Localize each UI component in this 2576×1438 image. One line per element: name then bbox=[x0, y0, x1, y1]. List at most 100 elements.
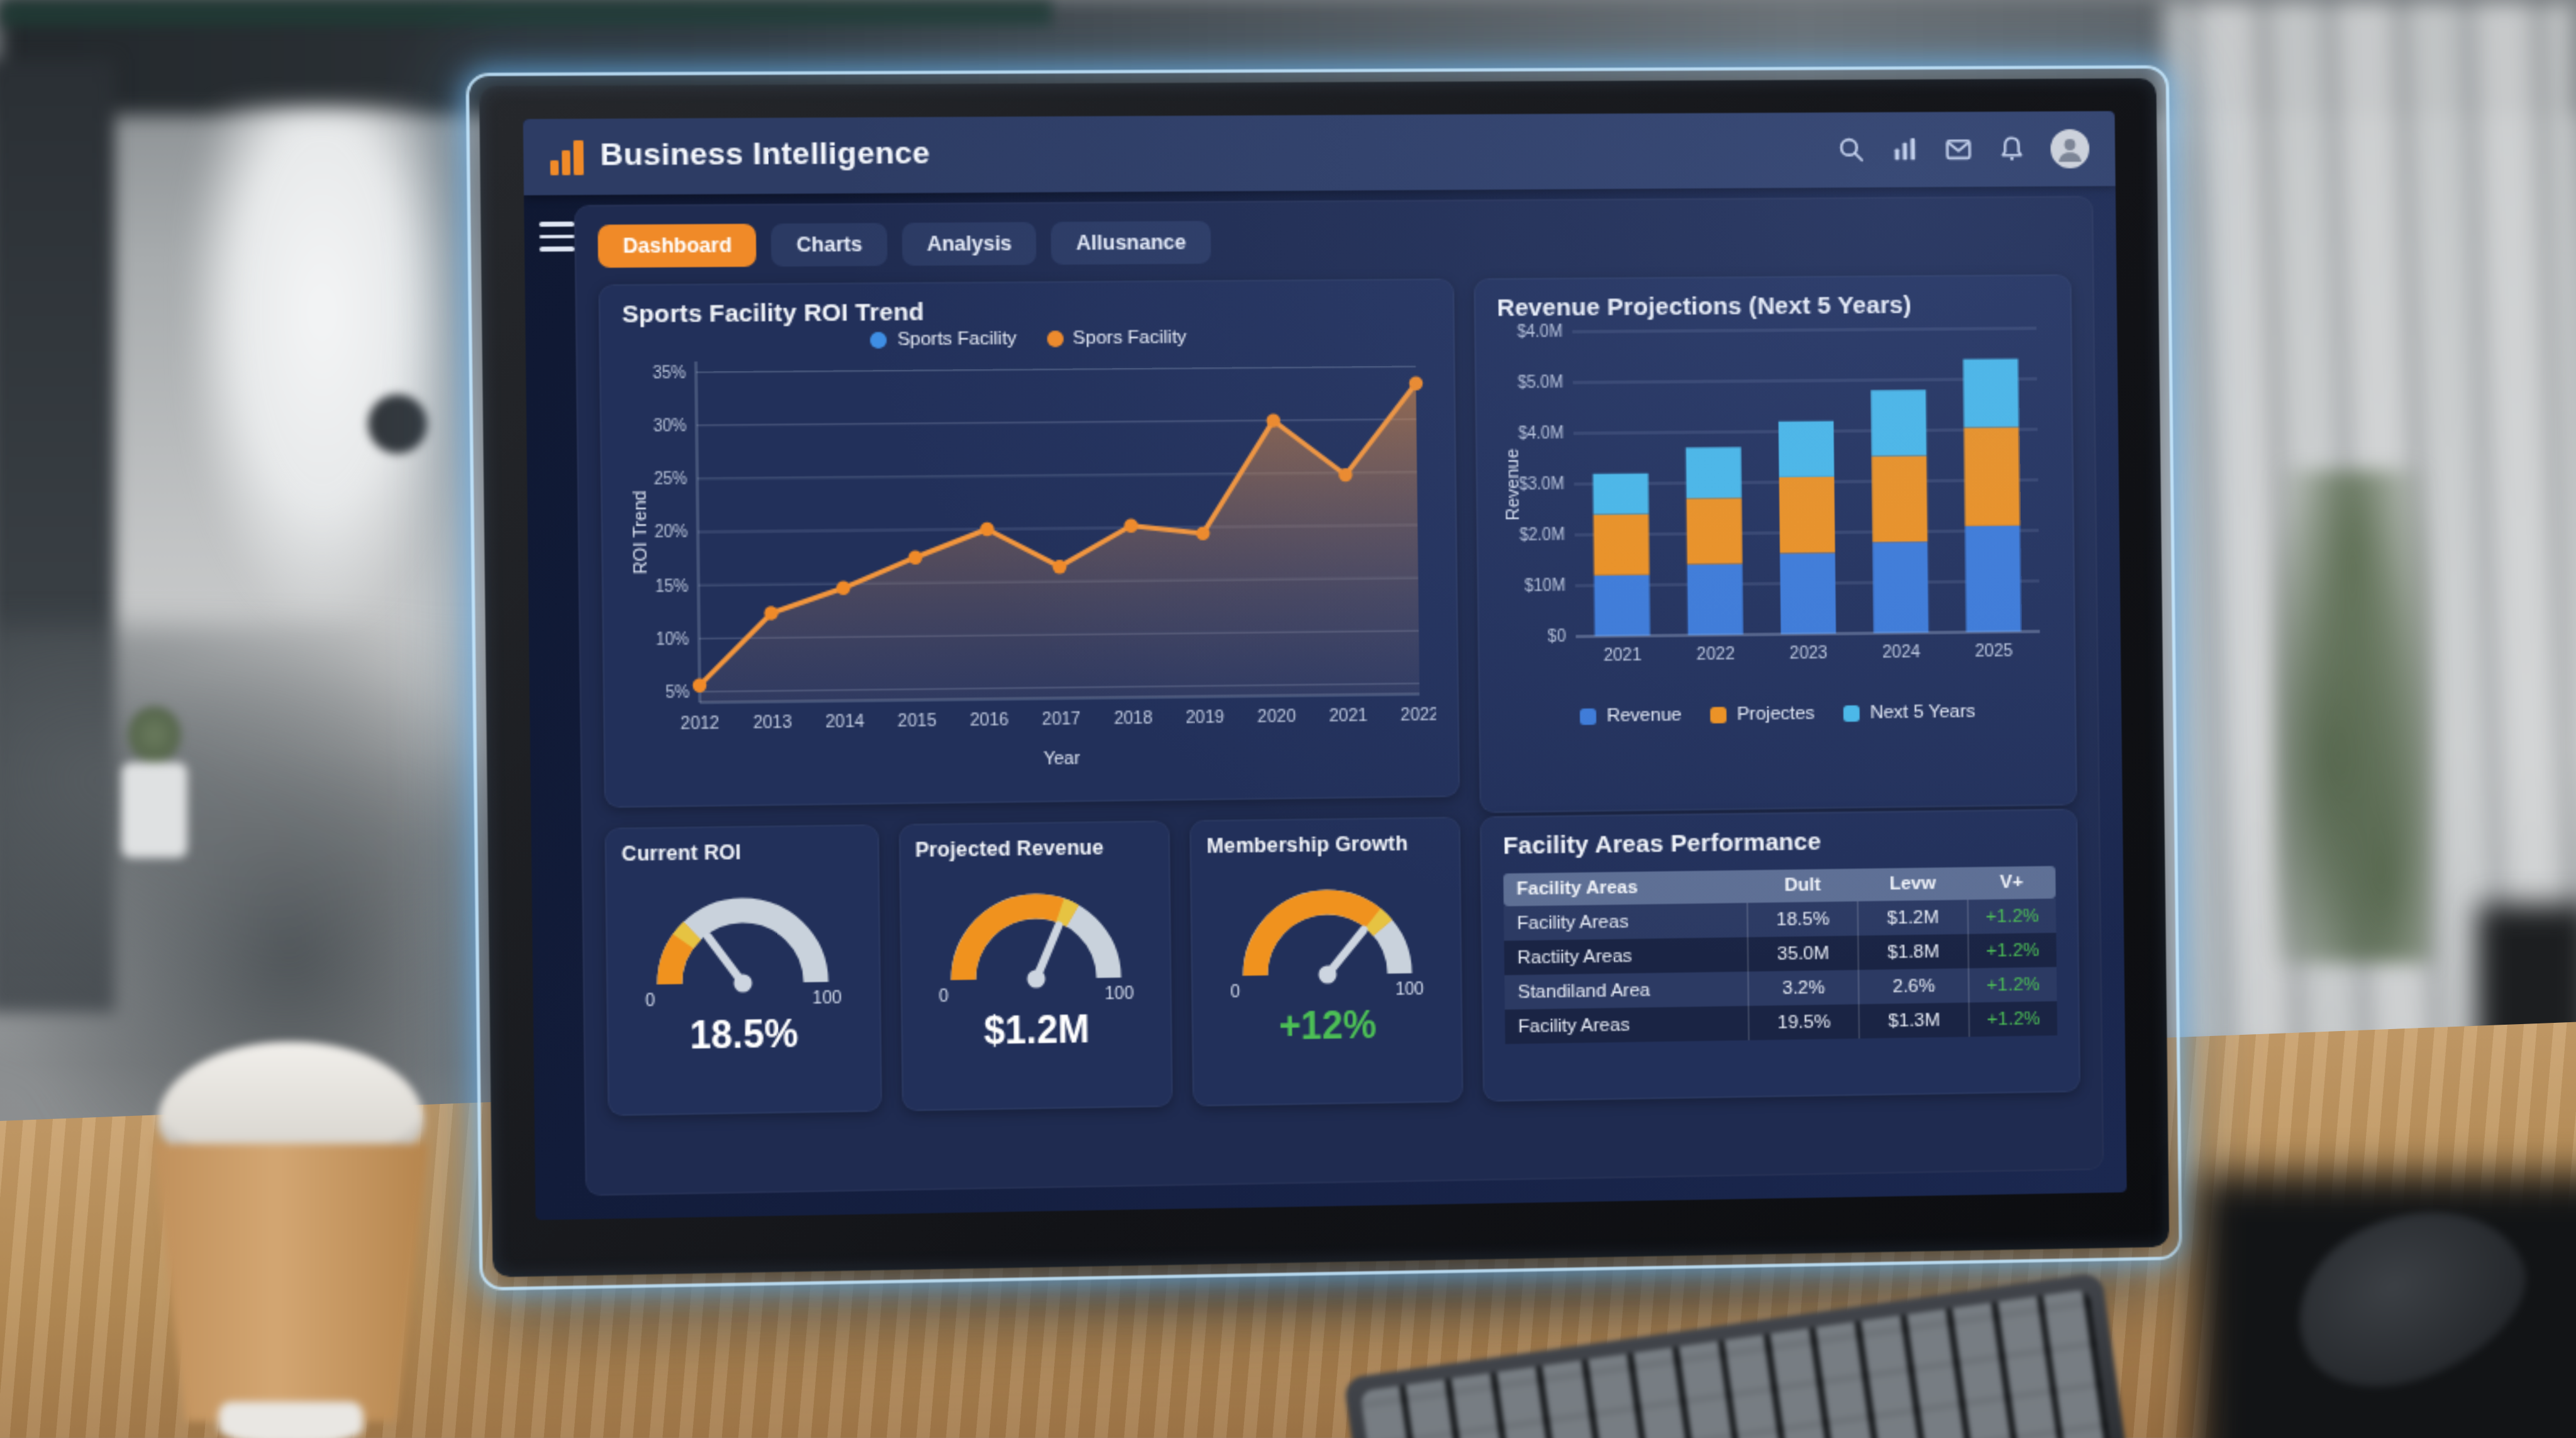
svg-text:20%: 20% bbox=[655, 523, 688, 542]
svg-text:2025: 2025 bbox=[1975, 640, 2012, 660]
cell-area-name: Facility Areas bbox=[1516, 911, 1629, 934]
avatar[interactable] bbox=[2050, 129, 2090, 169]
svg-text:2024: 2024 bbox=[1882, 642, 1920, 661]
svg-text:$2.0M: $2.0M bbox=[1519, 526, 1565, 545]
ceiling-strip bbox=[0, 0, 1052, 26]
gauge-scale-labels: 0 100 bbox=[1230, 979, 1424, 1002]
svg-text:2013: 2013 bbox=[753, 712, 792, 732]
legend-projectes[interactable]: Projectes bbox=[1711, 704, 1815, 725]
cell-area-name: Ractiity Areas bbox=[1517, 946, 1633, 968]
cell-value: +1.2% bbox=[1968, 898, 2057, 934]
svg-text:2019: 2019 bbox=[1185, 707, 1224, 727]
svg-text:30%: 30% bbox=[653, 416, 687, 436]
svg-text:2017: 2017 bbox=[1042, 709, 1081, 729]
gauge-title: Projected Revenue bbox=[914, 836, 1104, 862]
gauge-value: $1.2M bbox=[984, 1007, 1090, 1052]
svg-text:2015: 2015 bbox=[897, 710, 936, 730]
tab-charts[interactable]: Charts bbox=[771, 223, 887, 267]
cell-area-name: Standiland Area bbox=[1518, 980, 1651, 1002]
cell-value: +1.2% bbox=[1968, 932, 2057, 969]
header-actions bbox=[1837, 129, 2090, 169]
svg-text:2018: 2018 bbox=[1114, 708, 1153, 728]
cell-value: 19.5% bbox=[1748, 1004, 1860, 1040]
gauge-max: 100 bbox=[1104, 984, 1134, 1005]
office-plant bbox=[2273, 470, 2432, 963]
gauge-card-projected-revenue: Projected Revenue 0 100 $1.2M bbox=[898, 820, 1174, 1112]
column-header-levw: Levw bbox=[1857, 867, 1968, 901]
svg-text:2020: 2020 bbox=[1257, 706, 1296, 727]
gauge-min: 0 bbox=[1230, 982, 1240, 1003]
bar-chart-logo-icon bbox=[550, 139, 584, 175]
facility-performance-table: Facility Areas Dult Levw V+ Facility Areas 1… bbox=[1503, 866, 2058, 1044]
svg-text:2021: 2021 bbox=[1604, 645, 1642, 664]
svg-text:2012: 2012 bbox=[680, 713, 719, 733]
gauge-chart bbox=[919, 859, 1152, 994]
tab-dashboard[interactable]: Dashboard bbox=[597, 223, 757, 268]
analytics-icon[interactable] bbox=[1890, 135, 1920, 164]
svg-text:$3.0M: $3.0M bbox=[1519, 475, 1564, 494]
gauge-chart bbox=[626, 862, 860, 998]
gauge-title: Membership Growth bbox=[1206, 832, 1408, 858]
facility-performance-card: Facility Areas Performance Facility Area… bbox=[1479, 808, 2081, 1102]
revenue-legend: Revenue Projectes Next 5 Years bbox=[1501, 701, 2053, 728]
mail-icon[interactable] bbox=[1944, 135, 1974, 164]
legend-label: Spors Facility bbox=[1072, 328, 1187, 349]
legend-swatch bbox=[870, 332, 887, 349]
svg-text:$5.0M: $5.0M bbox=[1518, 374, 1563, 393]
legend-next-5-years[interactable]: Next 5 Years bbox=[1843, 702, 1975, 723]
gauge-value: +12% bbox=[1278, 1003, 1377, 1048]
column-header-v: V+ bbox=[1967, 866, 2056, 900]
svg-text:$10M: $10M bbox=[1524, 577, 1565, 596]
legend-swatch bbox=[1711, 706, 1728, 724]
svg-text:5%: 5% bbox=[665, 683, 690, 702]
legend-swatch bbox=[1580, 708, 1597, 725]
cell-value: 18.5% bbox=[1747, 901, 1858, 937]
kpi-gauges: Current ROI 0 100 18.5% Projected Revenue 0 10… bbox=[604, 817, 1463, 1117]
screen: Business Intelligence bbox=[523, 111, 2127, 1220]
coffee-cup bbox=[142, 1042, 440, 1438]
svg-text:25%: 25% bbox=[654, 469, 687, 489]
window-glare bbox=[191, 108, 453, 618]
roi-x-axis: 2012 2013 2014 2015 2016 2017 2018 2019 2020 2021… bbox=[680, 705, 1439, 769]
roi-markers bbox=[692, 376, 1423, 693]
column-header-facility-areas: Facility Areas bbox=[1503, 870, 1748, 906]
gauge-max: 100 bbox=[812, 988, 842, 1009]
revenue-y-axis: $0 $10M $2.0M $3.0M $4.0M $5.0M $4.0M Revenue bbox=[1502, 323, 2040, 646]
table-card-title: Facility Areas Performance bbox=[1502, 828, 1822, 861]
svg-text:2022: 2022 bbox=[1697, 644, 1735, 663]
gauge-max: 100 bbox=[1395, 979, 1424, 1000]
gauge-title: Current ROI bbox=[621, 840, 741, 866]
cell-value: +1.2% bbox=[1968, 1001, 2058, 1037]
legend-sports-facility[interactable]: Sports Facility bbox=[870, 330, 1017, 350]
legend-spors-facility[interactable]: Spors Facility bbox=[1046, 328, 1187, 349]
wall-clock bbox=[368, 394, 428, 454]
gauge-scale-labels: 0 100 bbox=[645, 988, 841, 1011]
search-icon[interactable] bbox=[1837, 135, 1867, 165]
gauge-min: 0 bbox=[645, 991, 655, 1012]
svg-text:2022: 2022 bbox=[1401, 705, 1437, 725]
svg-text:35%: 35% bbox=[653, 363, 686, 382]
svg-text:$4.0M: $4.0M bbox=[1518, 424, 1563, 443]
cell-value: 35.0M bbox=[1748, 935, 1859, 972]
legend-label: Revenue bbox=[1606, 705, 1682, 727]
monitor: Business Intelligence bbox=[465, 65, 2182, 1291]
gauge-card-membership-growth: Membership Growth 0 100 +12% bbox=[1190, 817, 1463, 1107]
svg-text:$4.0M: $4.0M bbox=[1517, 323, 1562, 342]
app-header: Business Intelligence bbox=[523, 111, 2116, 196]
tab-analysis[interactable]: Analysis bbox=[901, 221, 1037, 266]
legend-revenue[interactable]: Revenue bbox=[1580, 706, 1682, 727]
tab-allusnance[interactable]: Allusnance bbox=[1051, 221, 1211, 265]
svg-text:Revenue: Revenue bbox=[1502, 449, 1523, 521]
bell-icon[interactable] bbox=[1997, 135, 2027, 164]
cell-value: 3.2% bbox=[1748, 969, 1859, 1006]
revenue-card-title: Revenue Projections (Next 5 Years) bbox=[1496, 291, 1912, 323]
svg-text:2023: 2023 bbox=[1790, 643, 1828, 662]
revenue-stacked-bar-chart: $0 $10M $2.0M $3.0M $4.0M $5.0M $4.0M Revenue 20… bbox=[1502, 323, 2053, 664]
cell-area-name: Facility Areas bbox=[1518, 1015, 1630, 1037]
svg-text:Year: Year bbox=[1043, 748, 1080, 769]
cell-value: 2.6% bbox=[1858, 968, 1969, 1005]
svg-text:2021: 2021 bbox=[1329, 705, 1367, 725]
legend-label: Projectes bbox=[1736, 704, 1815, 725]
gauge-min: 0 bbox=[938, 986, 949, 1007]
